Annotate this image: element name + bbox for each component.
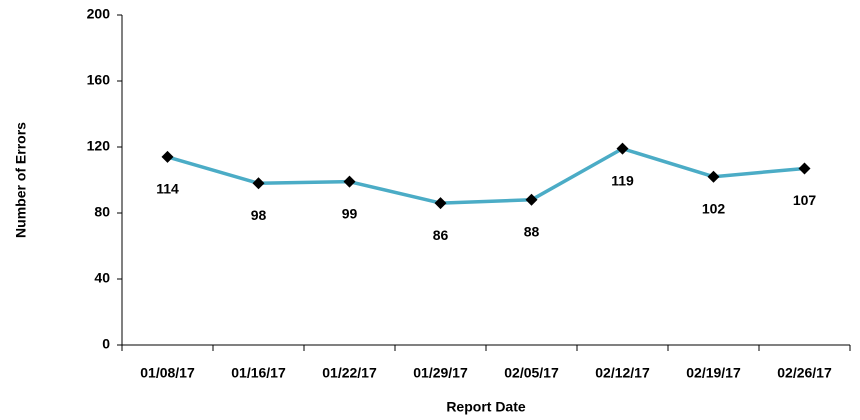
x-tick-label: 02/26/17 <box>777 365 832 381</box>
y-tick-label: 200 <box>87 6 111 22</box>
y-tick-label: 0 <box>102 336 110 352</box>
x-tick-label: 02/19/17 <box>686 365 741 381</box>
marker <box>434 197 447 210</box>
marker <box>798 162 811 175</box>
marker <box>616 142 629 155</box>
marker <box>525 193 538 206</box>
marker <box>252 177 265 190</box>
x-tick-label: 01/08/17 <box>140 365 195 381</box>
y-tick-label: 160 <box>87 72 111 88</box>
data-label: 88 <box>524 224 540 240</box>
y-tick-label: 120 <box>87 138 111 154</box>
data-label: 119 <box>611 172 634 188</box>
x-tick-label: 01/22/17 <box>322 365 377 381</box>
data-label: 86 <box>433 227 449 243</box>
data-label: 107 <box>793 192 817 208</box>
marker <box>707 170 720 183</box>
y-axis-title: Number of Errors <box>13 122 29 238</box>
x-tick-label: 02/12/17 <box>595 365 650 381</box>
x-axis-title: Report Date <box>446 399 526 415</box>
data-label: 99 <box>342 205 358 221</box>
data-label: 102 <box>702 200 726 216</box>
data-label: 114 <box>156 181 179 197</box>
marker <box>161 150 174 163</box>
x-tick-label: 01/16/17 <box>231 365 286 381</box>
x-tick-label: 01/29/17 <box>413 365 468 381</box>
line <box>167 146 805 205</box>
y-tick-label: 40 <box>94 270 110 286</box>
marker <box>343 175 356 188</box>
y-tick-label: 80 <box>94 204 110 220</box>
data-label: 98 <box>251 207 267 223</box>
x-tick-label: 02/05/17 <box>504 365 559 381</box>
